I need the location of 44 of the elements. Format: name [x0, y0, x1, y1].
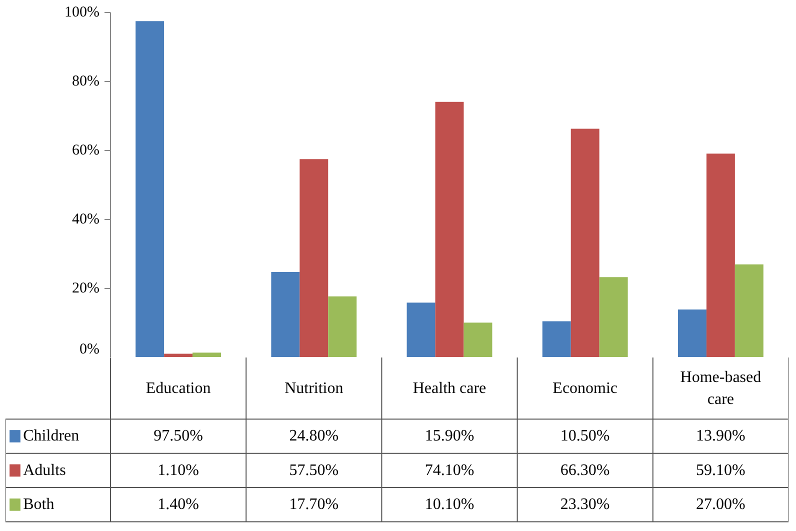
- bar: [164, 354, 193, 357]
- bar: [300, 159, 328, 357]
- x-tick-label: Health care: [412, 380, 486, 397]
- x-tick-label: Home-based care: [680, 368, 762, 408]
- data-label: 66.30%: [560, 462, 610, 479]
- bar: [464, 322, 492, 357]
- y-tick-label: 100%: [64, 4, 100, 20]
- bar: [328, 296, 357, 357]
- x-tick-label: Economic: [552, 380, 618, 397]
- data-label: 10.10%: [424, 496, 474, 514]
- bar: [570, 128, 600, 357]
- data-label: 23.30%: [560, 496, 610, 514]
- data-label: 59.10%: [696, 462, 746, 479]
- bar: [678, 310, 706, 357]
- bar: [599, 277, 628, 357]
- y-tick-label: 40%: [72, 212, 100, 228]
- bar: [706, 154, 735, 357]
- legend-label: Adults: [23, 462, 66, 479]
- y-tick-label: 0%: [80, 342, 100, 358]
- data-label: 97.50%: [154, 428, 203, 445]
- y-tick-label: 20%: [72, 280, 100, 296]
- bar: [136, 21, 164, 357]
- legend-label: Both: [23, 496, 54, 514]
- x-tick-label: Education: [146, 380, 211, 397]
- bar: [542, 321, 571, 357]
- data-label: 57.50%: [289, 462, 339, 479]
- y-tick-label: 60%: [72, 142, 100, 158]
- y-tick-label: 80%: [72, 74, 100, 90]
- bar: [192, 352, 222, 357]
- bar: [734, 264, 764, 357]
- data-label: 17.70%: [289, 496, 339, 514]
- data-label: 10.50%: [560, 428, 610, 445]
- x-tick-label: Nutrition: [284, 380, 344, 397]
- data-label: 1.10%: [158, 462, 199, 479]
- bar: [435, 102, 464, 357]
- legend-label: Children: [23, 428, 80, 445]
- bar: [271, 272, 300, 357]
- data-label: 1.40%: [158, 496, 199, 514]
- bar: [406, 302, 436, 357]
- data-label: 24.80%: [289, 428, 339, 445]
- data-label: 13.90%: [696, 428, 746, 445]
- data-label: 15.90%: [424, 428, 474, 445]
- data-label: 27.00%: [696, 496, 746, 514]
- data-label: 74.10%: [424, 462, 474, 479]
